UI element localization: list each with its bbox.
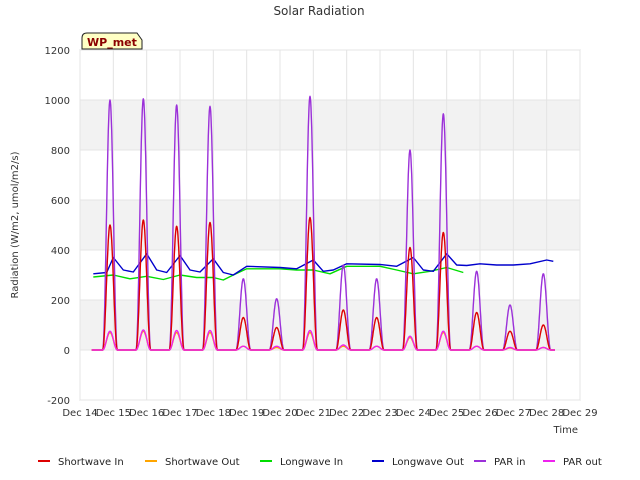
series-par-out xyxy=(91,329,556,351)
grid-band xyxy=(80,200,580,250)
x-tick-label: Dec 16 xyxy=(129,408,164,419)
x-tick-label: Dec 24 xyxy=(396,408,431,419)
x-tick-label: Dec 21 xyxy=(296,408,331,419)
legend-label: Shortwave In xyxy=(58,457,124,468)
annotation-text: WP_met xyxy=(87,36,137,49)
x-tick-label: Dec 15 xyxy=(96,408,131,419)
y-tick-label: 0 xyxy=(64,346,70,357)
legend-label: Shortwave Out xyxy=(165,457,240,468)
legend-label: Longwave Out xyxy=(392,457,464,468)
x-tick-label: Dec 19 xyxy=(229,408,264,419)
x-tick-label: Dec 18 xyxy=(196,408,231,419)
y-axis-ticks: -200 0 200 400 600 800 1000 1200 xyxy=(45,46,70,407)
y-axis-label: Radiation (W/m2, umol/m2/s) xyxy=(10,151,21,298)
y-tick-label: 1200 xyxy=(45,46,70,57)
legend: Shortwave In Shortwave Out Longwave In Long… xyxy=(38,457,602,468)
y-tick-label: 200 xyxy=(51,296,70,307)
y-tick-label: 400 xyxy=(51,246,70,257)
y-tick-label: -200 xyxy=(47,396,70,407)
grid-band xyxy=(80,100,580,150)
x-axis-label: Time xyxy=(553,425,578,436)
series-longwave-out xyxy=(93,253,554,276)
x-tick-label: Dec 26 xyxy=(462,408,497,419)
x-tick-label: Dec 14 xyxy=(62,408,97,419)
annotation-badge: WP_met xyxy=(81,32,143,50)
legend-label: PAR out xyxy=(563,457,602,468)
series-longwave-in xyxy=(93,265,464,281)
x-tick-label: Dec 20 xyxy=(262,408,297,419)
grid-band xyxy=(80,300,580,350)
y-tick-label: 800 xyxy=(51,146,70,157)
legend-label: PAR in xyxy=(494,457,525,468)
series-layer xyxy=(91,95,556,351)
chart-title: Solar Radiation xyxy=(273,4,364,18)
x-tick-label: Dec 29 xyxy=(562,408,597,419)
x-tick-label: Dec 23 xyxy=(362,408,397,419)
background-bands xyxy=(80,100,580,350)
legend-label: Longwave In xyxy=(280,457,343,468)
y-tick-label: 1000 xyxy=(45,96,70,107)
x-tick-label: Dec 28 xyxy=(529,408,564,419)
x-tick-label: Dec 27 xyxy=(496,408,531,419)
y-tick-label: 600 xyxy=(51,196,70,207)
x-tick-label: Dec 17 xyxy=(162,408,197,419)
x-tick-label: Dec 22 xyxy=(329,408,364,419)
x-tick-label: Dec 25 xyxy=(429,408,464,419)
